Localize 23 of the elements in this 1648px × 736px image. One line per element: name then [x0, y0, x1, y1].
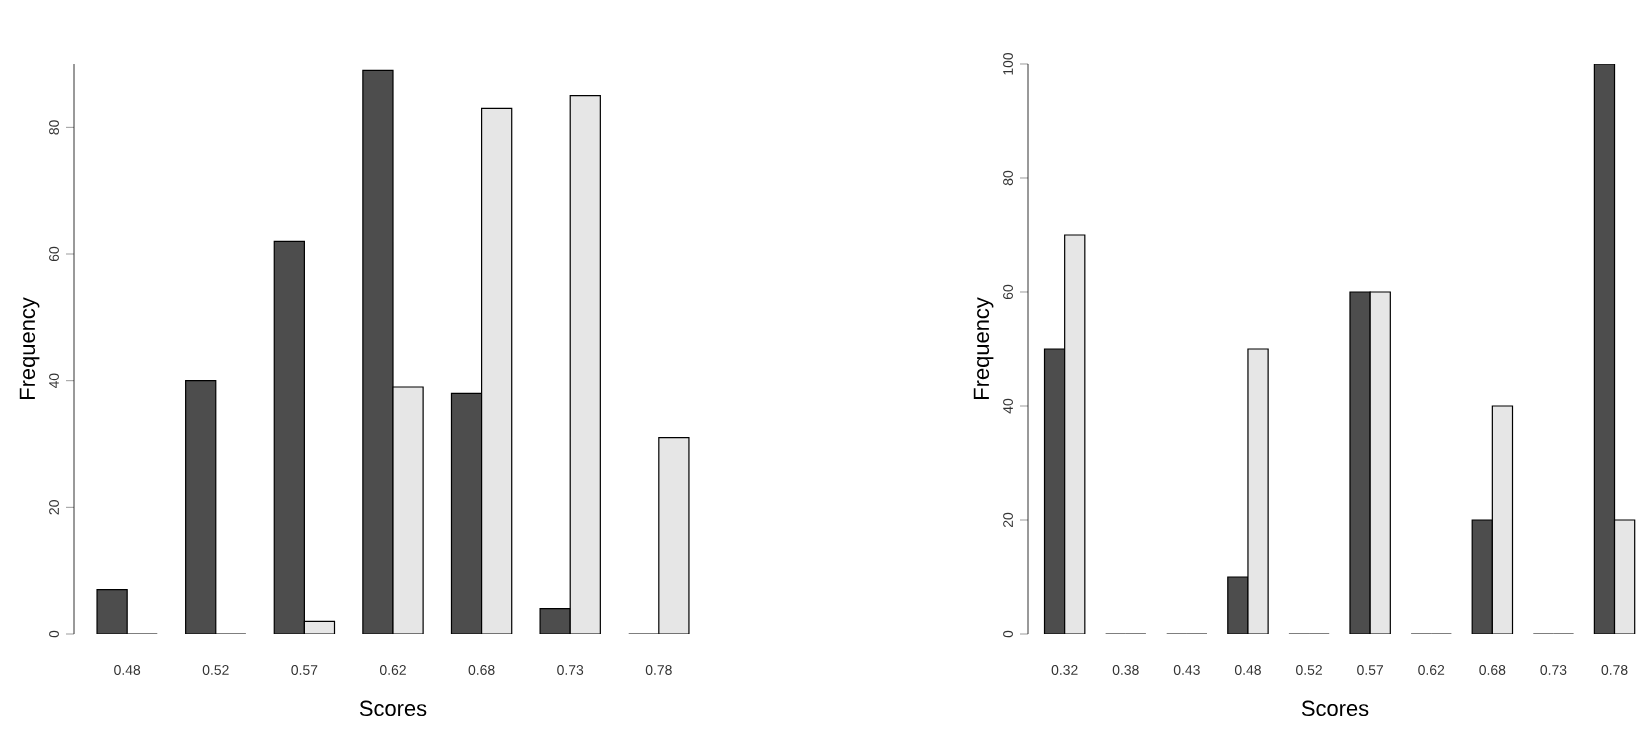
x-axis-title: Scores: [1301, 700, 1369, 717]
bar: [658, 437, 690, 634]
bar: [97, 589, 128, 634]
bar: [1227, 576, 1249, 634]
bar: [273, 240, 305, 634]
bar: [1349, 291, 1371, 634]
bar: [1064, 234, 1086, 634]
bar: [569, 95, 601, 634]
bar: [1593, 63, 1616, 634]
bar: [450, 392, 483, 634]
y-axis-title: Frequency: [19, 297, 40, 399]
bar: [1491, 405, 1514, 634]
bar: [1043, 348, 1066, 634]
bar: [1369, 291, 1391, 634]
y-axis-title: Frequency: [973, 297, 994, 399]
bar: [481, 107, 513, 634]
bar: [1471, 519, 1493, 634]
bar: [185, 380, 217, 634]
bar: [1613, 519, 1636, 634]
bar: [392, 386, 424, 634]
x-axis-title: Scores: [359, 700, 427, 717]
bar: [362, 69, 394, 634]
bar: [540, 608, 571, 634]
